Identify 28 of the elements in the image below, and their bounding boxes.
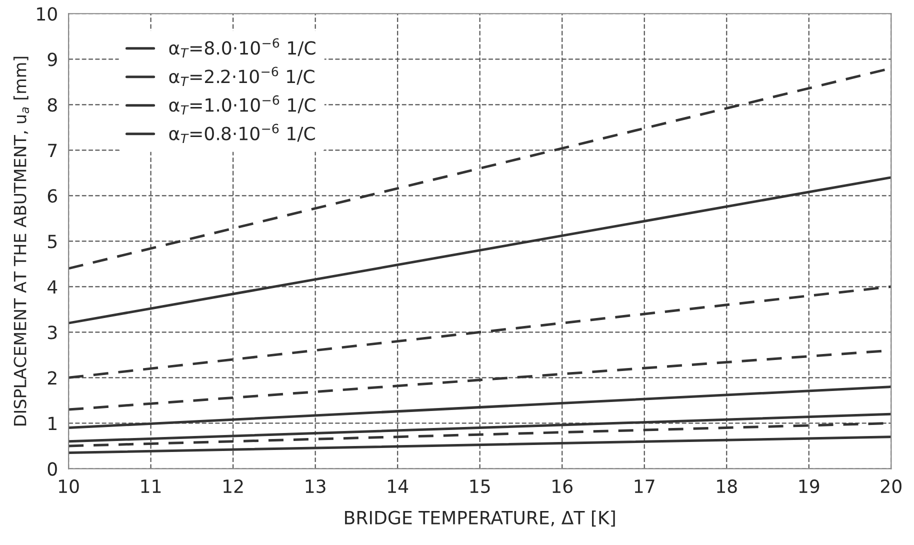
x-tick-label: 18	[717, 479, 737, 494]
legend-label: α$_{T}$=0.8·10$^{−6}$ 1/C	[169, 124, 315, 144]
legend-label: α$_{T}$=8.0·10$^{−6}$ 1/C	[169, 38, 316, 58]
y-tick-label: 6	[48, 189, 57, 203]
x-tick-label: 15	[470, 480, 490, 494]
x-axis-title: BRIDGE TEMPERATURE, ΔT [K]	[345, 510, 615, 527]
y-tick-label: 7	[48, 144, 57, 158]
y-tick-label: 9	[48, 52, 57, 66]
y-tick-label: 2	[48, 371, 56, 385]
y-tick-label: 0	[48, 462, 57, 476]
legend-label: α$_{T}$=1.0·10$^{−6}$ 1/C	[169, 95, 316, 115]
y-tick-label: 5	[48, 234, 57, 248]
y-tick-label: 3	[48, 326, 57, 340]
x-tick-label: 16	[552, 479, 572, 494]
x-tick-label: 11	[141, 480, 161, 493]
x-tick-label: 20	[880, 479, 902, 494]
y-tick-label: 1	[48, 416, 56, 430]
x-tick-label: 12	[224, 479, 243, 493]
x-tick-label: 14	[388, 480, 408, 493]
legend-label: α$_{T}$=2.2·10$^{−6}$ 1/C	[169, 66, 314, 86]
y-axis-title: DISPLACEMENT AT THE ABUTMENT, u$_{a}$ [mm]	[13, 56, 30, 426]
y-tick-label: 10	[37, 7, 57, 21]
x-tick-label: 19	[799, 479, 820, 494]
x-tick-label: 13	[306, 479, 326, 494]
y-tick-label: 8	[48, 98, 57, 112]
y-tick-label: 4	[48, 280, 58, 294]
x-tick-label: 17	[634, 480, 654, 493]
x-tick-label: 10	[59, 479, 79, 494]
